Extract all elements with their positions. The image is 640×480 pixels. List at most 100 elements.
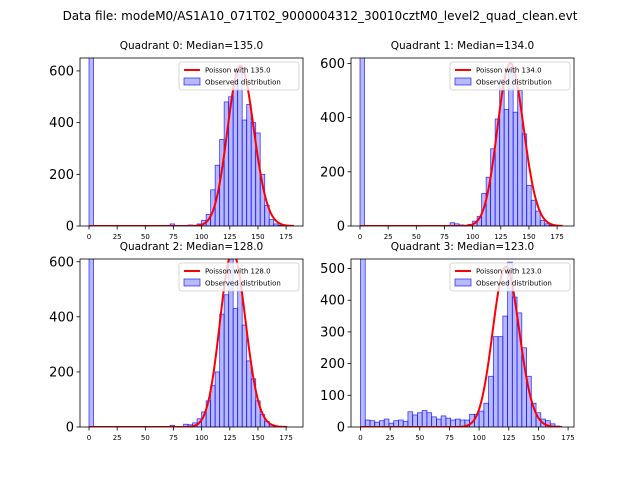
x-tick-label: 100 — [195, 233, 208, 241]
axes-frame — [350, 258, 575, 428]
legend-box — [449, 61, 571, 91]
histogram-bar — [237, 71, 243, 226]
legend-hist-swatch — [454, 77, 472, 86]
histogram-bar — [232, 79, 239, 226]
x-tick-label: 25 — [386, 434, 395, 442]
x-tick-label: 50 — [141, 434, 150, 442]
panel-title: Quadrant 0: Median=135.0 — [120, 40, 263, 52]
x-tick-label: 50 — [415, 434, 424, 442]
histogram-bar — [483, 402, 489, 427]
x-tick-label: 125 — [502, 434, 515, 442]
legend-hist-swatch — [183, 278, 201, 287]
x-tick-label: 150 — [251, 434, 264, 442]
legend: Poisson with 123.0 Observed distribution — [449, 262, 571, 292]
legend-box — [178, 262, 300, 292]
x-tick-label: 0 — [87, 233, 91, 241]
x-tick-label: 0 — [358, 233, 362, 241]
histogram-bar — [421, 410, 428, 427]
chart-panel-1: Quadrant 1: Median=134.0 0 200 400 600 0 25 50 7… — [320, 40, 575, 241]
histogram-bar — [445, 417, 452, 427]
y-tick-label: 200 — [49, 365, 74, 380]
y-tick-label: 600 — [320, 57, 345, 72]
x-tick-label: 100 — [466, 233, 479, 241]
x-tick-label: 125 — [494, 233, 507, 241]
histogram-bar — [450, 419, 456, 427]
chart-panels: Quadrant 0: Median=135.0 0 200 400 600 0 25 50 7… — [49, 40, 575, 442]
legend-hist-swatch — [454, 278, 472, 287]
histogram-bar — [497, 336, 504, 427]
y-tick-label: 400 — [49, 116, 74, 131]
x-tick-label: 100 — [472, 434, 485, 442]
x-tick-label: 75 — [440, 233, 449, 241]
x-tick-label: 100 — [195, 434, 208, 442]
legend: Poisson with 128.0 Observed distribution — [178, 262, 300, 292]
x-tick-label: 150 — [522, 233, 535, 241]
y-tick-label: 0 — [66, 421, 74, 436]
x-tick-label: 75 — [169, 434, 178, 442]
figure-suptitle: Data file: modeM0/AS1A10_071T02_90000043… — [63, 9, 578, 23]
y-tick-label: 600 — [49, 64, 74, 79]
histogram-bar — [246, 360, 252, 427]
legend: Poisson with 135.0 Observed distribution — [178, 61, 300, 91]
histogram-bar — [526, 184, 532, 226]
histogram-bar — [412, 414, 418, 427]
y-tick-label: 400 — [320, 294, 345, 309]
x-tick-label: 150 — [532, 434, 545, 442]
histogram-spike-bar — [88, 58, 94, 226]
histogram-bar — [502, 315, 508, 427]
legend-curve-label: Poisson with 134.0 — [476, 67, 542, 75]
histogram-bar — [407, 411, 414, 427]
legend: Poisson with 134.0 Observed distribution — [449, 61, 571, 91]
histogram-bar — [436, 418, 442, 427]
plot-area — [88, 58, 295, 226]
y-tick-label: 0 — [337, 421, 345, 436]
y-tick-label: 400 — [320, 111, 345, 126]
y-tick-label: 200 — [320, 357, 345, 372]
y-tick-label: 600 — [49, 255, 74, 270]
legend-hist-label: Observed distribution — [205, 280, 281, 288]
y-tick-label: 0 — [337, 220, 345, 235]
histogram-bar — [417, 412, 423, 427]
legend-hist-label: Observed distribution — [476, 280, 552, 288]
legend-hist-swatch — [183, 77, 201, 86]
x-tick-label: 175 — [550, 233, 563, 241]
plot-area — [88, 259, 288, 427]
histogram-bar — [426, 412, 433, 427]
axes-frame — [79, 57, 304, 227]
histogram-bar — [241, 324, 248, 427]
x-tick-label: 50 — [412, 233, 421, 241]
panel-title: Quadrant 3: Median=123.0 — [391, 241, 534, 253]
histogram-bar — [241, 119, 248, 226]
histogram-bar — [219, 313, 225, 427]
plot-area — [359, 58, 563, 226]
x-tick-label: 175 — [279, 434, 292, 442]
x-tick-label: 125 — [223, 233, 236, 241]
histogram-bar — [454, 418, 461, 427]
axes-frame — [350, 57, 575, 227]
histogram-bar — [214, 371, 221, 427]
histogram-spike-bar — [360, 259, 366, 427]
chart-panel-2: Quadrant 2: Median=128.0 0 200 400 600 0 25 50 7… — [49, 241, 304, 442]
x-tick-label: 175 — [561, 434, 574, 442]
y-tick-label: 0 — [66, 220, 74, 235]
y-tick-label: 100 — [320, 389, 345, 404]
x-tick-label: 125 — [223, 434, 236, 442]
y-tick-label: 200 — [49, 168, 74, 183]
histogram-bar — [535, 210, 541, 226]
histogram-bar — [492, 336, 499, 427]
x-tick-label: 0 — [87, 434, 91, 442]
x-tick-label: 25 — [113, 434, 122, 442]
legend-hist-label: Observed distribution — [476, 79, 552, 87]
histogram-bar — [512, 111, 519, 226]
histogram-spike-bar — [359, 58, 365, 226]
histogram-bar — [268, 219, 275, 226]
histogram-bar — [383, 418, 390, 427]
x-tick-label: 175 — [279, 233, 292, 241]
histogram-bar — [508, 68, 514, 226]
axes-frame — [79, 258, 304, 428]
y-tick-label: 300 — [320, 325, 345, 340]
legend-box — [449, 262, 571, 292]
chart-panel-3: Quadrant 3: Median=123.00100200300400500… — [320, 241, 575, 442]
histogram-bar — [259, 173, 266, 226]
